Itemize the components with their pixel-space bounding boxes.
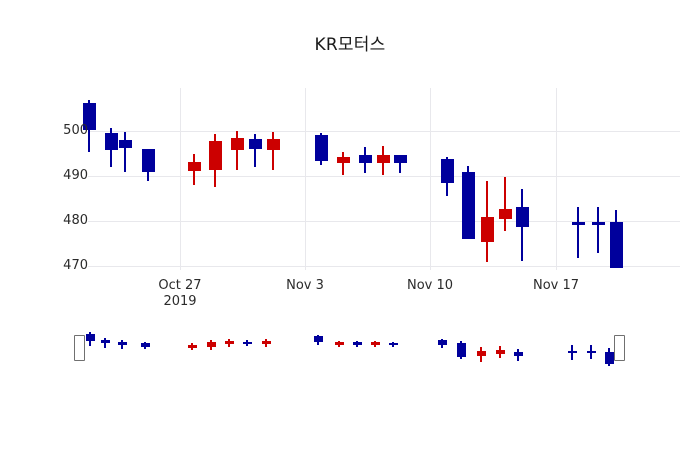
navigator-body <box>187 345 197 348</box>
x-axis-tick-label: Oct 27 2019 <box>158 278 202 309</box>
gridline-horizontal <box>88 131 680 132</box>
candlestick-wick <box>236 131 238 170</box>
y-axis-tick-label: 500 <box>63 123 88 138</box>
y-axis: 470 480 490 500 <box>0 88 700 273</box>
y-axis-tick-label: 470 <box>63 258 88 273</box>
candlestick-body <box>141 149 155 172</box>
chart-title: KR모터스 <box>314 35 386 55</box>
candlestick-body <box>104 133 118 150</box>
navigator-body <box>604 352 614 364</box>
navigator-body <box>313 336 323 342</box>
candlestick-body <box>266 139 280 150</box>
gridline-horizontal <box>88 221 680 222</box>
navigator-body <box>352 342 362 345</box>
x-axis-tick-label: Nov 10 <box>406 278 454 293</box>
navigator-body <box>476 351 486 356</box>
candlestick-wick <box>342 152 344 175</box>
navigator-body <box>85 334 95 341</box>
candlestick-body <box>461 172 475 239</box>
candlestick-wick <box>577 207 579 258</box>
candlestick-body <box>82 103 96 130</box>
navigator-body <box>224 341 234 344</box>
navigator-body <box>437 340 447 345</box>
candlestick-body <box>118 140 132 148</box>
navigator-body <box>495 350 505 354</box>
candlestick-body <box>480 217 494 242</box>
gridline-vertical <box>430 88 431 270</box>
candlestick-wick <box>272 132 274 170</box>
y-axis-tick-label: 480 <box>63 213 88 228</box>
navigator-body <box>370 342 380 345</box>
candlestick-wick <box>399 155 401 173</box>
candlestick-body <box>230 138 244 150</box>
navigator-body <box>206 342 216 347</box>
candlestick-body <box>393 155 407 163</box>
candlestick-body <box>314 135 328 161</box>
candlestick-body <box>515 207 529 227</box>
navigator-body <box>567 351 577 353</box>
navigator-handle-left[interactable] <box>74 335 85 361</box>
navigator-body <box>100 340 110 343</box>
candlestick-body <box>498 209 512 219</box>
navigator-wick <box>104 338 106 348</box>
navigator-handle-right[interactable] <box>614 335 625 361</box>
candlestick-body <box>376 155 390 163</box>
x-axis-tick-label: Nov 17 <box>532 278 580 293</box>
navigator-body <box>261 341 271 344</box>
gridline-horizontal <box>88 176 680 177</box>
x-axis: Oct 27 2019 Nov 3 Nov 10 Nov 17 <box>0 278 700 318</box>
navigator-body <box>334 342 344 345</box>
gridline-vertical <box>305 88 306 270</box>
candlestick-body <box>248 139 262 149</box>
candlestick-wick <box>254 134 256 167</box>
candlestick-body <box>609 222 623 268</box>
navigator-body <box>586 351 596 353</box>
candlestick-body <box>208 141 222 170</box>
navigator-body <box>456 343 466 357</box>
candlestick-wick <box>504 177 506 231</box>
y-axis-tick-label: 490 <box>63 168 88 183</box>
candlestick-body <box>571 222 585 225</box>
navigator-body <box>140 343 150 347</box>
gridline-vertical <box>556 88 557 270</box>
navigator-body <box>242 342 252 344</box>
candlestick-body <box>358 155 372 163</box>
candlestick-wick <box>124 132 126 172</box>
x-axis-tick-label: Nov 3 <box>286 278 324 293</box>
plot-area <box>82 88 680 270</box>
candlestick-wick <box>597 207 599 253</box>
gridline-horizontal <box>88 266 680 267</box>
navigator-body <box>388 343 398 345</box>
range-navigator[interactable] <box>60 322 640 378</box>
candlestick-body <box>591 222 605 225</box>
candlestick-body <box>187 162 201 171</box>
candlestick-body <box>440 159 454 183</box>
navigator-body <box>513 352 523 356</box>
navigator-body <box>117 342 127 345</box>
gridline-vertical <box>180 88 181 270</box>
candlestick-body <box>336 157 350 163</box>
